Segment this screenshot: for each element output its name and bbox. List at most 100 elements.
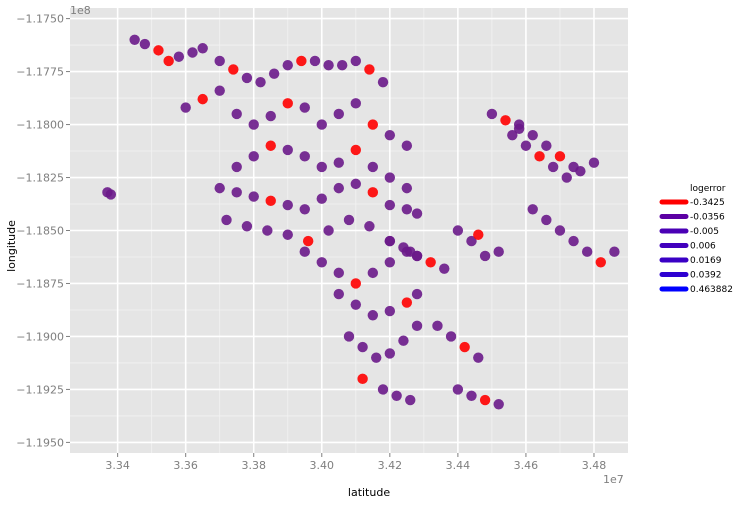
data-point bbox=[568, 161, 579, 173]
data-point bbox=[105, 189, 117, 200]
x-tick-label: 3.40 bbox=[310, 459, 335, 472]
data-point bbox=[316, 193, 327, 204]
data-point bbox=[343, 331, 355, 342]
data-point bbox=[299, 246, 310, 257]
data-point bbox=[493, 246, 504, 257]
data-point bbox=[316, 161, 327, 173]
data-point bbox=[343, 214, 355, 226]
data-point bbox=[350, 278, 362, 289]
data-point bbox=[452, 225, 464, 236]
data-point bbox=[432, 320, 443, 332]
data-point bbox=[282, 98, 293, 109]
y-axis-ticks: −1.1750 −1.1775 −1.1800 −1.1825 −1.1850 −1.18… bbox=[16, 13, 70, 449]
data-point bbox=[493, 399, 504, 410]
data-point bbox=[163, 55, 174, 67]
data-point bbox=[541, 140, 552, 151]
data-point bbox=[479, 250, 491, 262]
legend-title: logerror bbox=[690, 184, 726, 194]
data-point bbox=[367, 119, 379, 130]
y-tick-label: −1.1950 bbox=[16, 436, 64, 449]
data-point bbox=[265, 140, 276, 151]
y-tick-label: −1.1800 bbox=[16, 119, 64, 132]
data-point bbox=[398, 335, 409, 346]
data-point bbox=[241, 72, 253, 84]
data-point bbox=[231, 161, 242, 173]
data-point bbox=[333, 267, 344, 279]
data-point bbox=[316, 119, 327, 130]
grid-minor bbox=[70, 8, 628, 453]
data-point bbox=[401, 204, 413, 215]
y-axis-title: longitude bbox=[5, 220, 18, 272]
data-point bbox=[173, 51, 185, 62]
data-point bbox=[377, 76, 389, 88]
y-multiplier-label: 1e8 bbox=[70, 4, 91, 17]
legend-label: 0.006 bbox=[690, 242, 716, 252]
data-point bbox=[411, 320, 423, 332]
x-axis-ticks: 3.34 3.36 3.38 3.40 3.42 3.44 3.46 3.48 bbox=[105, 453, 606, 472]
data-point bbox=[350, 178, 362, 190]
data-point bbox=[367, 187, 379, 198]
data-point bbox=[299, 204, 310, 215]
data-point bbox=[459, 341, 470, 353]
data-point bbox=[398, 242, 409, 253]
y-tick-label: −1.1775 bbox=[16, 66, 64, 79]
y-tick-label: −1.1925 bbox=[16, 383, 64, 396]
data-point bbox=[384, 257, 396, 268]
x-tick-label: 3.44 bbox=[446, 459, 471, 472]
legend-label: 0.463882 bbox=[690, 285, 733, 295]
data-point bbox=[384, 348, 396, 359]
data-point bbox=[377, 384, 389, 395]
data-point bbox=[299, 151, 310, 162]
data-point bbox=[248, 151, 259, 162]
data-point bbox=[228, 64, 239, 75]
data-point bbox=[384, 305, 396, 317]
x-tick-label: 3.48 bbox=[582, 459, 607, 472]
grid-major bbox=[70, 8, 628, 453]
data-point bbox=[554, 151, 566, 162]
data-point bbox=[248, 119, 259, 130]
data-point bbox=[401, 297, 413, 308]
legend-label: -0.005 bbox=[690, 227, 719, 237]
data-point bbox=[336, 60, 348, 71]
data-point bbox=[479, 394, 491, 406]
data-point bbox=[262, 225, 273, 236]
data-point bbox=[299, 102, 310, 113]
data-point bbox=[367, 310, 379, 321]
data-point bbox=[500, 115, 511, 126]
data-point bbox=[350, 55, 362, 67]
y-tick-label: −1.1750 bbox=[16, 13, 64, 26]
data-point bbox=[466, 235, 477, 247]
data-point bbox=[439, 263, 450, 274]
data-point bbox=[367, 267, 379, 279]
data-point bbox=[197, 93, 208, 105]
data-point bbox=[384, 199, 396, 211]
data-point bbox=[333, 157, 344, 168]
legend-label: 0.0169 bbox=[690, 256, 722, 266]
y-tick-label: −1.1825 bbox=[16, 172, 64, 185]
data-point bbox=[255, 76, 266, 88]
data-point bbox=[581, 246, 593, 257]
data-point bbox=[554, 225, 566, 236]
data-point bbox=[452, 384, 464, 395]
data-point bbox=[541, 214, 552, 226]
data-point bbox=[411, 208, 423, 219]
data-point bbox=[357, 373, 368, 385]
data-point bbox=[371, 352, 382, 363]
data-point bbox=[507, 129, 518, 141]
data-point bbox=[309, 55, 321, 67]
data-point bbox=[364, 64, 375, 75]
data-point bbox=[588, 157, 600, 168]
data-point bbox=[350, 98, 362, 109]
data-point bbox=[466, 390, 477, 401]
data-point bbox=[187, 47, 198, 58]
data-point bbox=[153, 45, 164, 56]
data-point bbox=[282, 144, 293, 156]
data-point bbox=[367, 161, 379, 173]
legend-items: -0.3425 -0.0356 -0.005 0.006 0.0169 0.0392 0.4… bbox=[659, 198, 733, 295]
legend-label: -0.0356 bbox=[690, 213, 725, 223]
data-point bbox=[282, 229, 293, 240]
data-point bbox=[180, 102, 191, 113]
data-point bbox=[323, 225, 334, 236]
data-point bbox=[323, 60, 334, 71]
data-point bbox=[527, 129, 538, 141]
